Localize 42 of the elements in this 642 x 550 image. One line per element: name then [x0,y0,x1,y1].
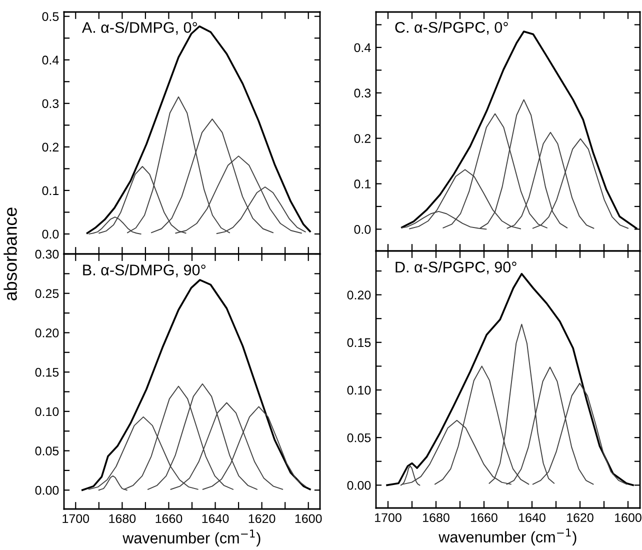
x-tick-label: 1600 [615,513,642,522]
x-tick-label: 1680 [109,514,136,524]
text: C. α-S/PGPC, 0° [395,22,508,35]
y-tick-label: 0.10 [35,407,59,416]
x-tick-label: 1640 [519,513,546,522]
y-tick-label: 0.2 [42,142,59,152]
x-axis-title: wavenumber (cm$^{−1}$) [122,530,260,546]
y-tick-label: 0.20 [347,290,371,300]
y-tick-label: 0.30 [35,250,59,259]
y-tick-label: 0.2 [354,134,371,143]
y-tick-label: 0.4 [42,56,59,65]
y-axis-title: absorbance [4,208,17,300]
x-tick-label: 1660 [156,514,182,524]
x-tick-label: 1680 [423,513,450,522]
text: D. α-S/PGPC, 90° [396,261,516,274]
y-tick-label: 0.5 [42,12,59,22]
y-tick-label: 0.10 [347,386,371,395]
y-tick-label: 0.0 [42,230,59,239]
y-tick-label: 0.05 [347,433,371,442]
text: A. α-S/DMPG, 0° [82,22,197,35]
y-tick-label: 0.05 [35,446,59,456]
x-tick-label: 1700 [62,514,90,524]
x-tick-label: 1700 [375,513,402,522]
x-tick-label: 1600 [295,514,322,524]
y-tick-label: 0.15 [347,338,371,348]
y-tick-label: 0.0 [354,224,371,234]
text: B. α-S/DMPG, 90° [83,264,206,278]
y-tick-label: 0.3 [42,99,59,108]
x-tick-label: 1660 [471,513,498,522]
y-tick-label: 0.15 [35,368,59,377]
x-axis-title: wavenumber (cm$^{−1}$) [438,528,576,546]
y-tick-label: 0.1 [42,186,59,196]
x-tick-label: 1620 [248,514,276,524]
y-tick-label: 0.00 [35,486,59,495]
x-tick-label: 1620 [567,513,594,522]
y-tick-label: 0.1 [354,180,371,188]
y-tick-label: 0.20 [35,328,59,338]
y-tick-label: 0.3 [354,88,371,98]
y-tick-label: 0.00 [347,480,371,490]
x-tick-label: 1640 [202,514,229,524]
y-tick-label: 0.25 [35,289,59,298]
y-tick-label: 0.4 [354,43,371,52]
